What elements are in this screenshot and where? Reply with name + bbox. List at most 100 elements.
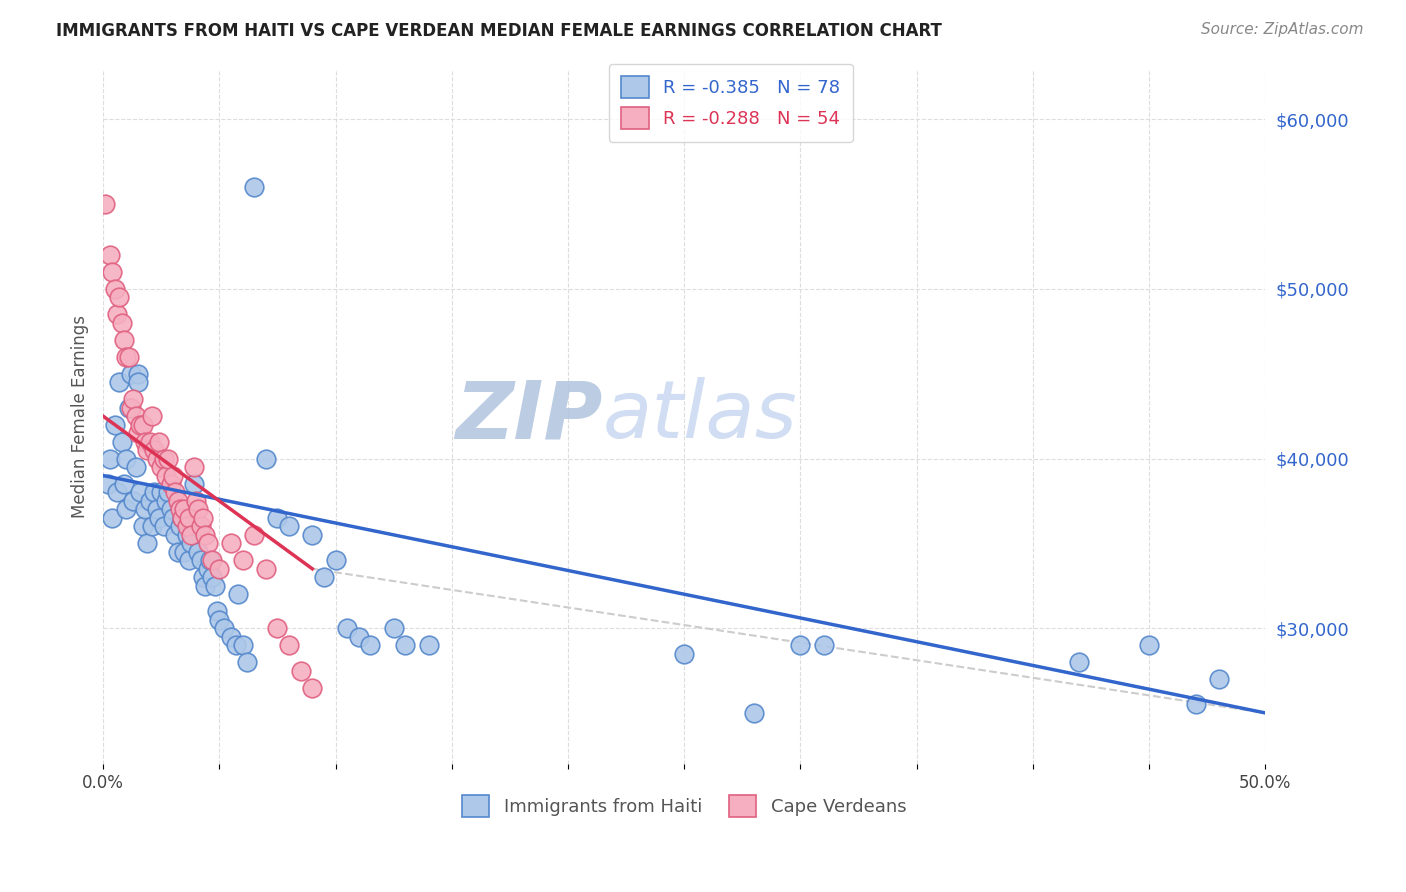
Point [104,282,127,296]
Point [104,417,127,432]
Point [179,553,201,567]
Point [129,485,152,500]
Point [673,647,696,661]
Point [266,511,288,525]
Point [169,519,191,533]
Point [112,477,135,491]
Legend: Immigrants from Haiti, Cape Verdeans: Immigrants from Haiti, Cape Verdeans [456,788,914,824]
Point [301,528,323,542]
Point [226,587,249,601]
Point [145,451,167,466]
Point [162,468,184,483]
Point [198,553,221,567]
Point [165,528,187,542]
Point [232,638,254,652]
Point [219,630,242,644]
Point [97,477,120,491]
Point [201,570,224,584]
Point [382,621,405,635]
Point [325,553,347,567]
Text: Source: ZipAtlas.com: Source: ZipAtlas.com [1201,22,1364,37]
Point [138,434,160,449]
Point [190,553,212,567]
Point [169,502,191,516]
Point [141,519,163,533]
Point [127,376,149,390]
Point [197,562,219,576]
Point [118,350,141,364]
Point [159,502,181,516]
Point [124,409,146,424]
Point [157,451,180,466]
Point [131,519,153,533]
Point [336,621,359,635]
Point [191,511,214,525]
Point [236,655,259,669]
Point [347,630,370,644]
Point [101,265,124,279]
Point [120,367,142,381]
Point [183,460,205,475]
Point [225,638,247,652]
Point [359,638,381,652]
Point [183,477,205,491]
Point [94,197,117,211]
Point [150,460,173,475]
Point [111,316,134,330]
Point [111,434,134,449]
Point [115,451,138,466]
Point [789,638,811,652]
Point [191,570,214,584]
Point [143,443,166,458]
Point [112,333,135,347]
Point [418,638,440,652]
Point [176,528,198,542]
Point [194,528,217,542]
Point [118,401,141,415]
Point [115,502,138,516]
Point [136,443,159,458]
Point [165,485,187,500]
Point [172,511,194,525]
Point [155,468,177,483]
Point [212,621,235,635]
Point [290,664,312,678]
Point [105,485,128,500]
Point [150,485,173,500]
Point [205,604,228,618]
Text: IMMIGRANTS FROM HAITI VS CAPE VERDEAN MEDIAN FEMALE EARNINGS CORRELATION CHART: IMMIGRANTS FROM HAITI VS CAPE VERDEAN ME… [56,22,942,40]
Point [187,545,209,559]
Point [197,536,219,550]
Point [1069,655,1091,669]
Point [129,417,152,432]
Point [180,528,202,542]
Text: ZIP: ZIP [456,377,603,455]
Point [157,485,180,500]
Point [173,502,195,516]
Point [143,485,166,500]
Point [124,460,146,475]
Point [394,638,416,652]
Point [173,545,195,559]
Point [194,579,217,593]
Point [152,451,174,466]
Point [148,511,170,525]
Point [184,494,207,508]
Point [172,511,194,525]
Point [1184,698,1206,712]
Point [120,401,142,415]
Point [138,494,160,508]
Point [127,367,149,381]
Point [166,545,188,559]
Point [1137,638,1160,652]
Point [166,494,188,508]
Point [1208,672,1230,686]
Point [179,511,201,525]
Point [148,434,170,449]
Point [127,426,149,441]
Point [232,553,254,567]
Point [278,519,301,533]
Point [301,681,323,695]
Point [134,434,156,449]
Point [108,290,131,304]
